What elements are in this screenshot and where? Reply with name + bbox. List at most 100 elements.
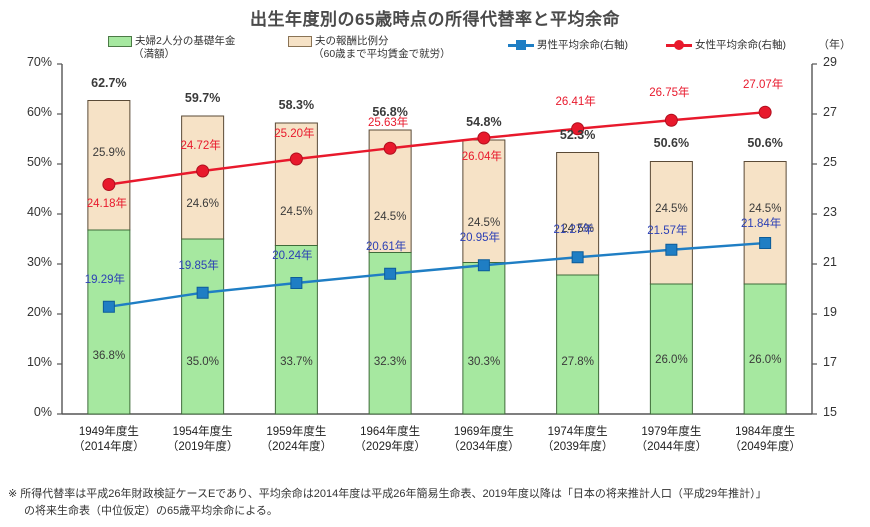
bar-total-label: 52.3% — [559, 127, 596, 142]
x-axis-category-label: 1984年度生 （2049年度） — [715, 425, 815, 455]
y2-axis-tick-label: 29 — [823, 55, 837, 69]
x-axis-category-label: 1979年度生 （2044年度） — [621, 425, 721, 455]
legend-marker-blue-square — [508, 39, 534, 50]
legend-swatch-green — [108, 35, 132, 47]
female-life-expectancy-label: 25.63年 — [367, 117, 409, 130]
legend-marker-red-circle — [666, 39, 692, 50]
female-life-expectancy-label: 25.20年 — [274, 128, 315, 140]
bar-segment-label-basic: 33.7% — [280, 356, 313, 368]
bar-total-label: 59.7% — [184, 90, 221, 105]
x-axis-category-label: 1969年度生 （2034年度） — [434, 425, 534, 455]
male-life-expectancy-label: 19.85年 — [178, 259, 219, 272]
x-axis-label-fiscal-year: （2044年度） — [635, 441, 708, 453]
x-axis-label-birth-year: 1949年度生 — [78, 426, 139, 438]
bar-segment-label-basic: 35.0% — [186, 356, 219, 368]
bar-total-label: 56.8% — [372, 105, 408, 119]
x-axis-label-birth-year: 1984年度生 — [735, 426, 796, 438]
bar-segment-label-earnings: 24.5% — [373, 211, 407, 223]
bar-segment-label-earnings: 24.6% — [186, 198, 219, 210]
legend-label-male-life: 男性平均余命(右軸) — [537, 39, 628, 51]
x-axis-label-birth-year: 1954年度生 — [172, 426, 233, 438]
bar-total-label: 50.6% — [747, 136, 783, 150]
legend-label-female-life: 女性平均余命(右軸) — [695, 39, 786, 51]
bar-segment-label-basic: 26.0% — [655, 354, 688, 366]
x-axis-label-birth-year: 1969年度生 — [453, 426, 514, 438]
y-axis-tick-label: 70% — [26, 55, 52, 69]
x-axis-label-fiscal-year: （2024年度） — [260, 441, 333, 453]
x-axis-label-birth-year: 1959年度生 — [266, 426, 327, 438]
bar-total-label: 62.7% — [91, 75, 127, 90]
female-life-expectancy-label: 26.41年 — [555, 95, 596, 108]
legend-item-basic-pension: 夫婦2人分の基礎年金 （満額） — [108, 35, 235, 61]
x-axis-category-label: 1964年度生 （2029年度） — [340, 425, 440, 455]
y2-axis-tick-label: 21 — [823, 255, 837, 269]
bar-segment-label-basic: 36.8% — [92, 350, 126, 362]
y-axis-tick-label: 20% — [26, 305, 52, 319]
legend-item-female-life: 女性平均余命(右軸) — [666, 37, 786, 52]
x-axis-label-fiscal-year: （2039年度） — [541, 441, 614, 453]
footnote-line-1: ※ 所得代替率は平成26年財政検証ケースEであり、平均余命は2014年度は平成2… — [8, 488, 767, 500]
male-life-expectancy-label: 21.57年 — [647, 224, 688, 237]
x-axis-category-label: 1974年度生 （2039年度） — [528, 425, 628, 455]
y-axis-tick-label: 60% — [26, 105, 52, 119]
legend-label-earnings-related: 夫の報酬比例分 — [315, 35, 389, 47]
bar-segment-label-earnings: 24.5% — [467, 217, 501, 229]
chart-legend: 夫婦2人分の基礎年金 （満額） 夫の報酬比例分 （60歳まで平均賃金で就労） 男… — [108, 35, 808, 65]
y2-axis-tick-label: 15 — [823, 405, 837, 419]
bar-segment-label-basic: 30.3% — [467, 356, 501, 368]
x-axis-label-fiscal-year: （2049年度） — [729, 441, 801, 453]
male-life-expectancy-label: 20.95年 — [459, 232, 501, 245]
male-life-expectancy-label: 19.29年 — [84, 273, 126, 286]
y-axis-tick-label: 10% — [26, 355, 52, 369]
y-axis-tick-label: 40% — [26, 205, 52, 219]
bar-segment-label-earnings: 24.5% — [748, 203, 782, 215]
y2-axis-tick-label: 25 — [823, 155, 837, 169]
x-axis-label-fiscal-year: （2029年度） — [354, 441, 426, 453]
chart-footnote: ※ 所得代替率は平成26年財政検証ケースEであり、平均余命は2014年度は平成2… — [8, 486, 868, 520]
bar-total-label: 58.3% — [278, 97, 315, 112]
male-life-expectancy-label: 21.27年 — [553, 224, 594, 237]
y2-axis-tick-label: 17 — [823, 355, 837, 369]
legend-sublabel-earnings-related: （60歳まで平均賃金で就労） — [313, 48, 451, 60]
x-axis-category-label: 1959年度生 （2024年度） — [246, 425, 346, 455]
bar-segment-label-earnings: 25.9% — [92, 147, 126, 159]
y-axis-tick-label: 0% — [33, 405, 52, 419]
male-life-expectancy-label: 20.24年 — [272, 250, 313, 262]
page-title: 出生年度別の65歳時点の所得代替率と平均余命 — [250, 10, 620, 29]
y2-axis-tick-label: 23 — [823, 205, 837, 219]
legend-item-male-life: 男性平均余命(右軸) — [508, 37, 628, 52]
legend-item-earnings-related: 夫の報酬比例分 （60歳まで平均賃金で就労） — [288, 35, 451, 61]
legend-swatch-tan — [288, 35, 312, 47]
y2-axis-tick-label: 19 — [823, 305, 837, 319]
legend-sublabel-basic-pension: （満額） — [133, 48, 175, 60]
y-axis-tick-label: 30% — [26, 255, 52, 269]
bar-total-label: 54.8% — [466, 115, 502, 129]
bar-segment-label-basic: 32.3% — [373, 356, 407, 368]
x-axis-label-fiscal-year: （2019年度） — [166, 441, 239, 453]
x-axis-label-fiscal-year: （2014年度） — [73, 441, 145, 453]
x-axis-category-label: 1949年度生 （2014年度） — [59, 425, 159, 455]
bar-total-label: 50.6% — [653, 136, 690, 150]
x-axis-category-label: 1954年度生 （2019年度） — [153, 425, 253, 455]
bar-segment-label-earnings: 24.5% — [280, 206, 313, 218]
right-axis-unit: （年） — [818, 39, 851, 51]
bar-segment-label-earnings: 24.5% — [561, 223, 594, 235]
y2-axis-tick-label: 27 — [823, 105, 837, 119]
footnote-line-2: の将来生命表（中位仮定）の65歳平均余命による。 — [24, 505, 278, 517]
female-life-expectancy-label: 24.18年 — [86, 197, 128, 210]
legend-label-basic-pension: 夫婦2人分の基礎年金 — [135, 35, 236, 47]
x-axis-label-fiscal-year: （2034年度） — [448, 441, 520, 453]
bar-segment-label-earnings: 24.5% — [655, 203, 688, 215]
female-life-expectancy-label: 26.75年 — [649, 87, 690, 100]
female-life-expectancy-label: 27.07年 — [742, 79, 784, 92]
female-life-expectancy-label: 24.72年 — [180, 140, 221, 152]
male-life-expectancy-label: 20.61年 — [365, 240, 407, 253]
x-axis-label-birth-year: 1979年度生 — [641, 426, 702, 438]
x-axis-label-birth-year: 1974年度生 — [547, 426, 608, 438]
y-axis-tick-label: 50% — [26, 155, 52, 169]
male-life-expectancy-label: 21.84年 — [740, 218, 782, 230]
bar-segment-label-basic: 26.0% — [748, 354, 782, 366]
bar-segment-label-basic: 27.8% — [561, 356, 594, 368]
